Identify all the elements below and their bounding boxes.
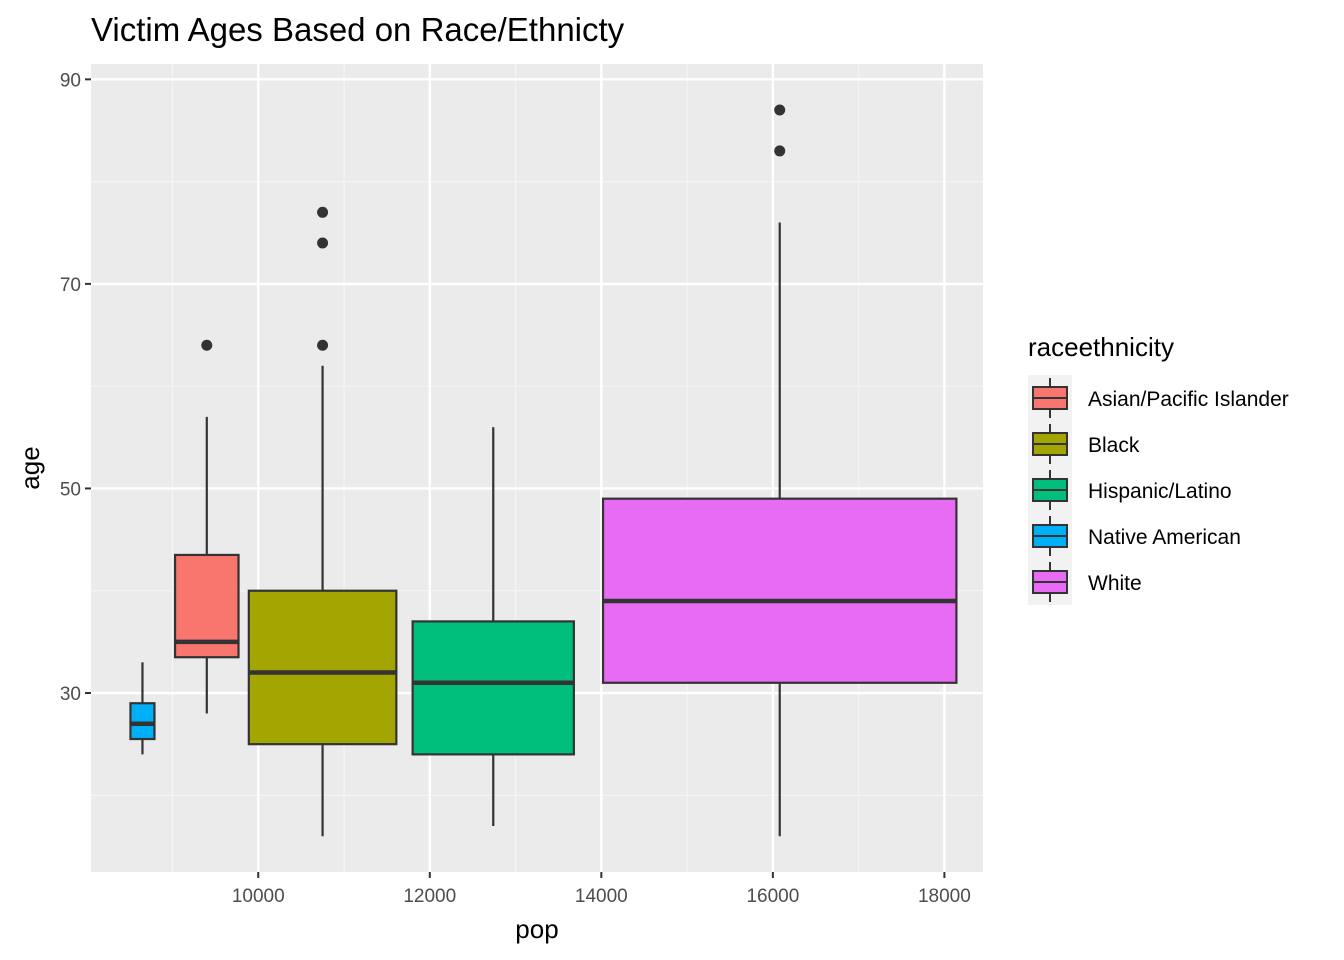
legend-label: Native American — [1088, 526, 1241, 549]
box-plot-black — [247, 206, 398, 837]
outlier-point — [774, 104, 786, 116]
legend-item: White — [1028, 559, 1142, 605]
x-tick-label: 10000 — [232, 886, 285, 907]
box-body — [411, 620, 575, 756]
legend-item: Hispanic/Latino — [1028, 467, 1232, 513]
box-body — [247, 589, 398, 746]
box-plot-hispanic-latino — [411, 427, 575, 826]
x-axis-title: pop — [515, 914, 558, 944]
y-tick-label: 30 — [60, 684, 81, 705]
box-plot-native-american — [129, 662, 156, 755]
box-plot-asian-pacific-islander — [173, 339, 240, 714]
chart-title: Victim Ages Based on Race/Ethnicty — [91, 11, 625, 48]
legend-item: Native American — [1028, 513, 1241, 559]
legend-item: Asian/Pacific Islander — [1028, 375, 1289, 421]
legend-label: Black — [1088, 434, 1140, 457]
legend: Asian/Pacific Islander Black Hispanic/Lati… — [1028, 375, 1289, 605]
y-tick-label: 50 — [60, 479, 81, 500]
legend-label: White — [1088, 572, 1142, 595]
legend-item: Black — [1028, 421, 1140, 467]
y-tick-label: 70 — [60, 275, 81, 296]
box-plot-white — [601, 104, 958, 837]
outlier-point — [317, 206, 329, 218]
box-body — [129, 702, 156, 741]
outlier-point — [201, 339, 213, 351]
x-tick-label: 12000 — [403, 886, 456, 907]
axes: 10000 12000 14000 16000 18000 30 50 70 90 — [60, 70, 971, 907]
box-body — [601, 497, 958, 684]
legend-label: Hispanic/Latino — [1088, 480, 1232, 503]
box-plots — [129, 104, 958, 837]
x-tick-label: 14000 — [575, 886, 628, 907]
outlier-point — [317, 237, 329, 249]
y-tick-label: 90 — [60, 70, 81, 91]
legend-title: raceethnicity — [1028, 332, 1174, 362]
outlier-point — [317, 339, 329, 351]
y-axis-title: age — [15, 446, 45, 489]
x-tick-label: 16000 — [746, 886, 799, 907]
x-tick-label: 18000 — [918, 886, 971, 907]
outlier-point — [774, 145, 786, 157]
legend-label: Asian/Pacific Islander — [1088, 388, 1289, 411]
